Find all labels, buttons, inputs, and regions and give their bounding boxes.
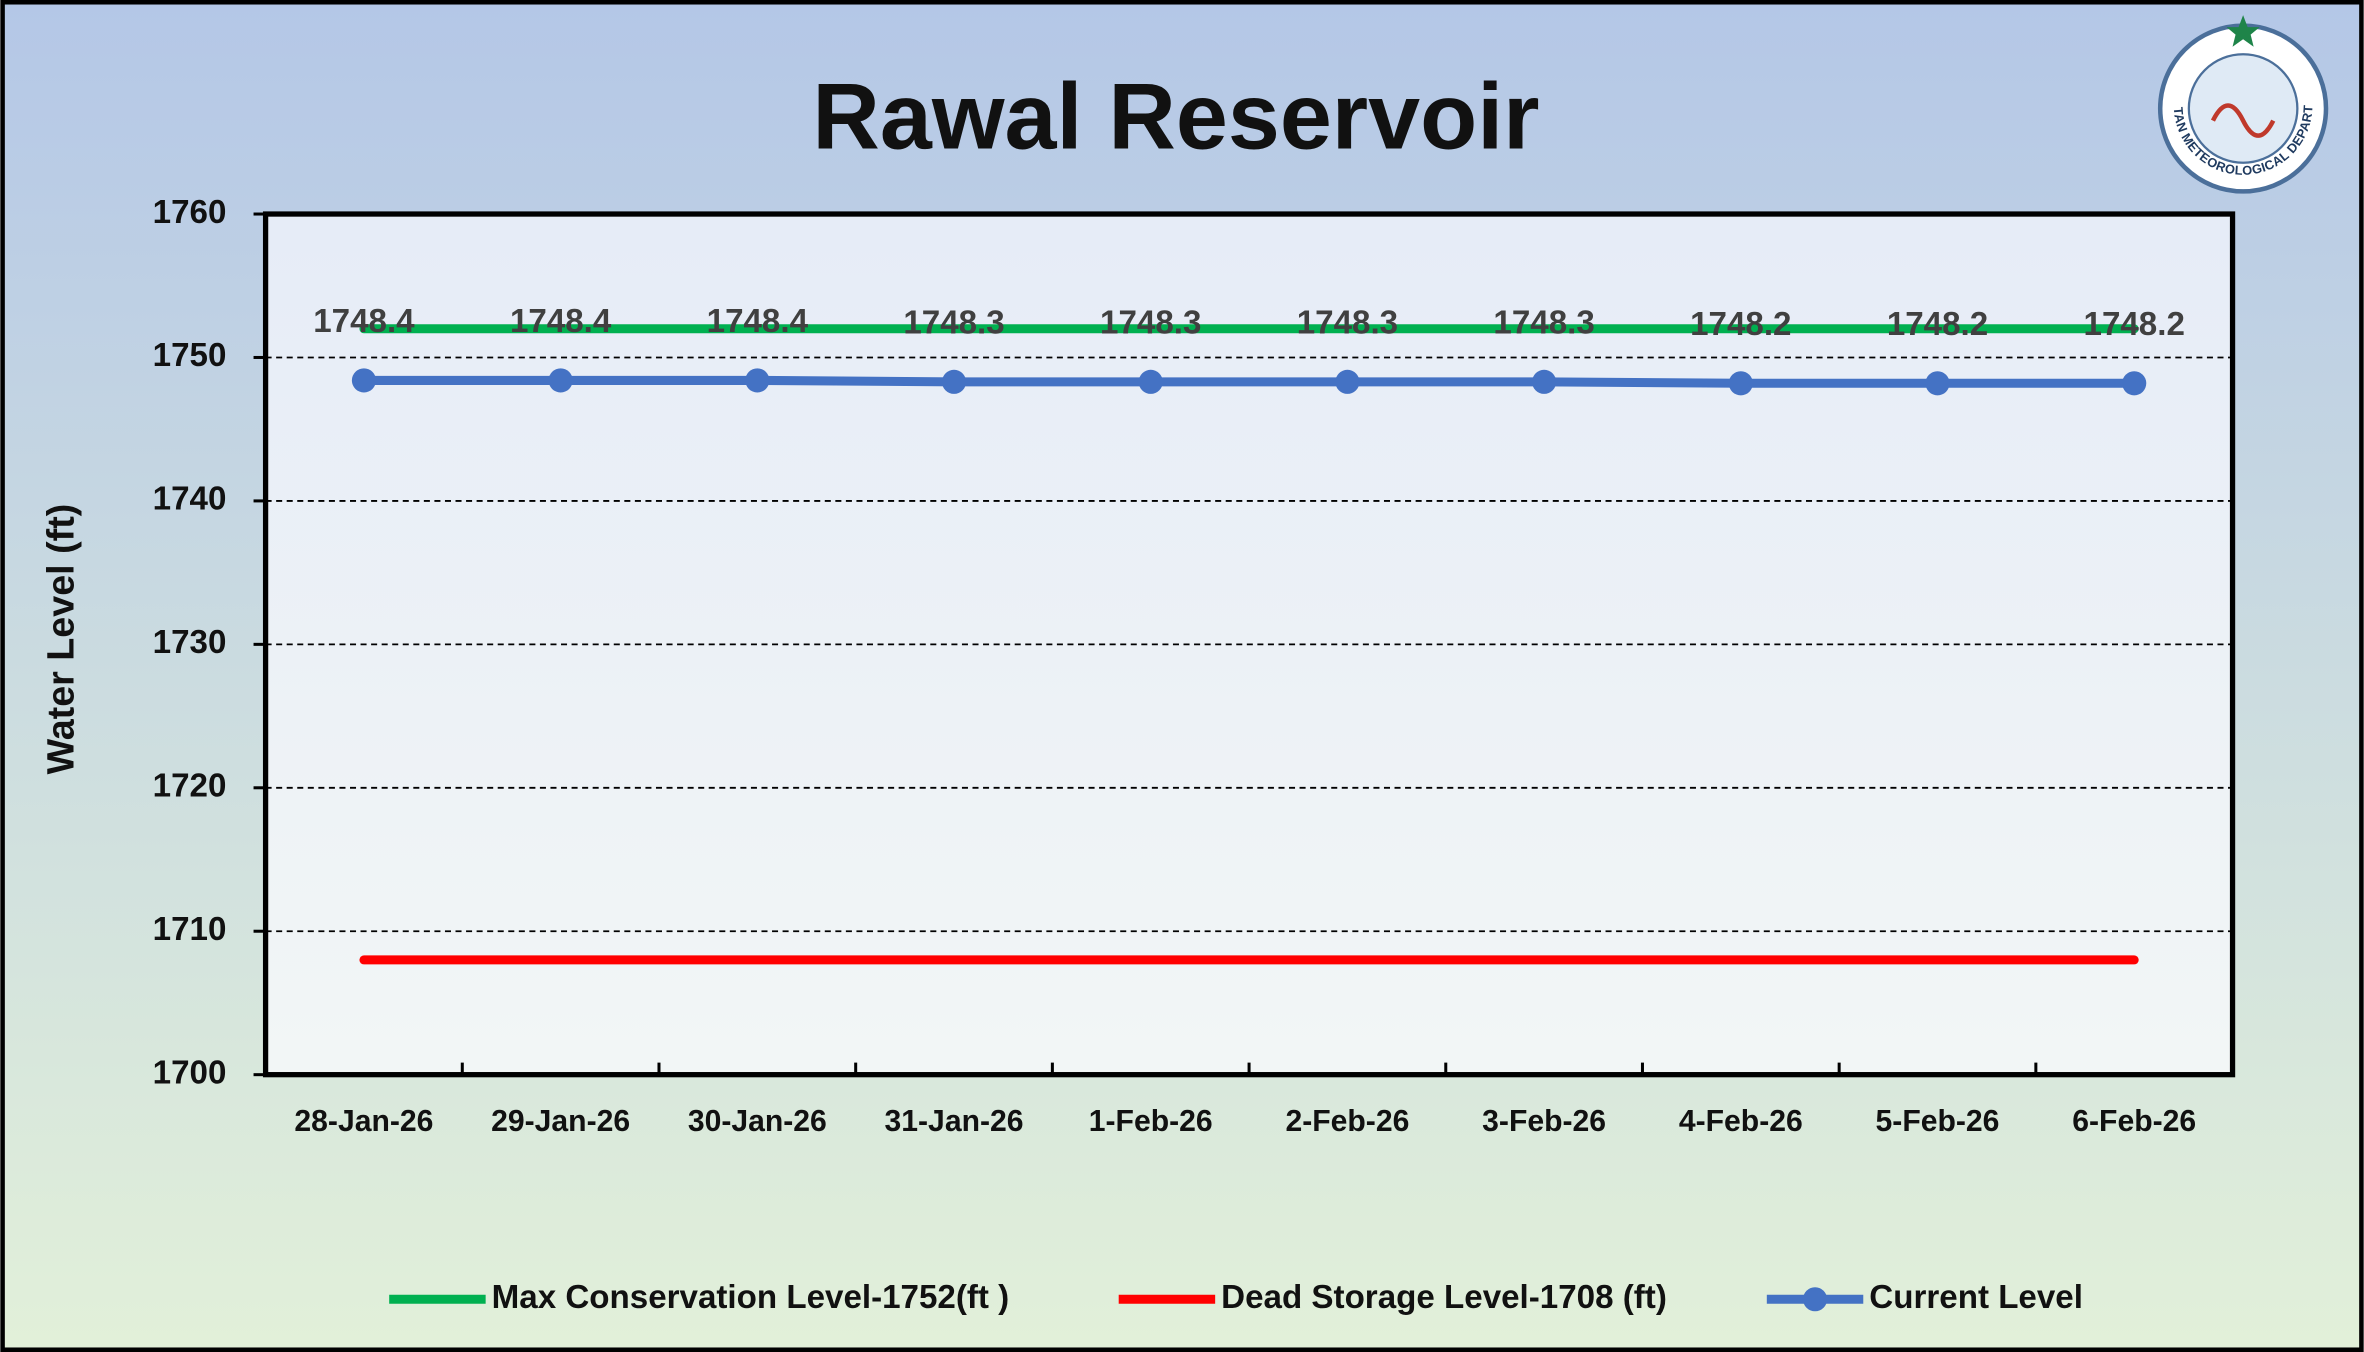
x-tick-label: 30-Jan-26	[688, 1105, 827, 1138]
legend-label: Dead Storage Level-1708 (ft)	[1221, 1279, 1667, 1316]
x-tick-label: 5-Feb-26	[1876, 1105, 2000, 1138]
data-label: 1748.4	[707, 303, 809, 340]
y-tick-label: 1700	[153, 1054, 227, 1091]
y-tick-label: 1730	[153, 624, 227, 661]
data-label: 1748.3	[1100, 304, 1201, 341]
x-tick-label: 1-Feb-26	[1089, 1105, 1213, 1138]
data-point	[351, 368, 376, 393]
legend-label: Current Level	[1869, 1279, 2083, 1316]
data-label: 1748.3	[1297, 304, 1398, 341]
series-line	[359, 375, 2139, 388]
data-point	[745, 368, 770, 393]
x-tick-label: 29-Jan-26	[491, 1105, 630, 1138]
plot-border	[262, 211, 2236, 1078]
data-point	[548, 368, 573, 393]
legend-marker	[1802, 1287, 1828, 1312]
data-label: 1748.2	[1887, 306, 1988, 343]
data-point	[1138, 369, 1163, 394]
logo-wave	[2210, 103, 2276, 138]
data-label: 1748.2	[1690, 306, 1791, 343]
y-tick-label: 1740	[153, 481, 227, 518]
data-label: 1748.2	[2084, 306, 2185, 343]
data-point	[1335, 369, 1360, 394]
data-label: 1748.3	[1493, 304, 1594, 341]
x-tick-label: 6-Feb-26	[2072, 1105, 2196, 1138]
data-point	[1728, 371, 1753, 396]
y-tick-label: 1710	[153, 911, 227, 948]
x-tick-label: 31-Jan-26	[885, 1105, 1024, 1138]
x-tick-label: 4-Feb-26	[1679, 1105, 1803, 1138]
y-tick-label: 1760	[153, 194, 227, 231]
x-tick-label: 2-Feb-26	[1285, 1105, 1409, 1138]
x-tick-label: 3-Feb-26	[1482, 1105, 1606, 1138]
legend: Max Conservation Level-1752(ft ) Dead Sto…	[389, 1279, 2083, 1316]
logo-star	[2226, 15, 2260, 47]
x-tick-label: 28-Jan-26	[294, 1105, 433, 1138]
legend-label: Max Conservation Level-1752(ft )	[492, 1279, 1010, 1316]
y-tick-label: 1720	[153, 768, 227, 805]
data-label: 1748.4	[510, 303, 612, 340]
data-point	[1925, 371, 1950, 396]
data-point	[941, 369, 967, 394]
data-label: 1748.3	[903, 304, 1004, 341]
data-point	[1532, 369, 1557, 394]
data-point	[2122, 371, 2147, 396]
data-label: 1748.4	[313, 303, 415, 340]
y-axis-label: Water Level (ft)	[40, 504, 82, 775]
logo-center	[2187, 53, 2299, 164]
y-tick-label: 1750	[153, 337, 227, 374]
chart-title: Rawal Reservoir	[812, 63, 1539, 168]
